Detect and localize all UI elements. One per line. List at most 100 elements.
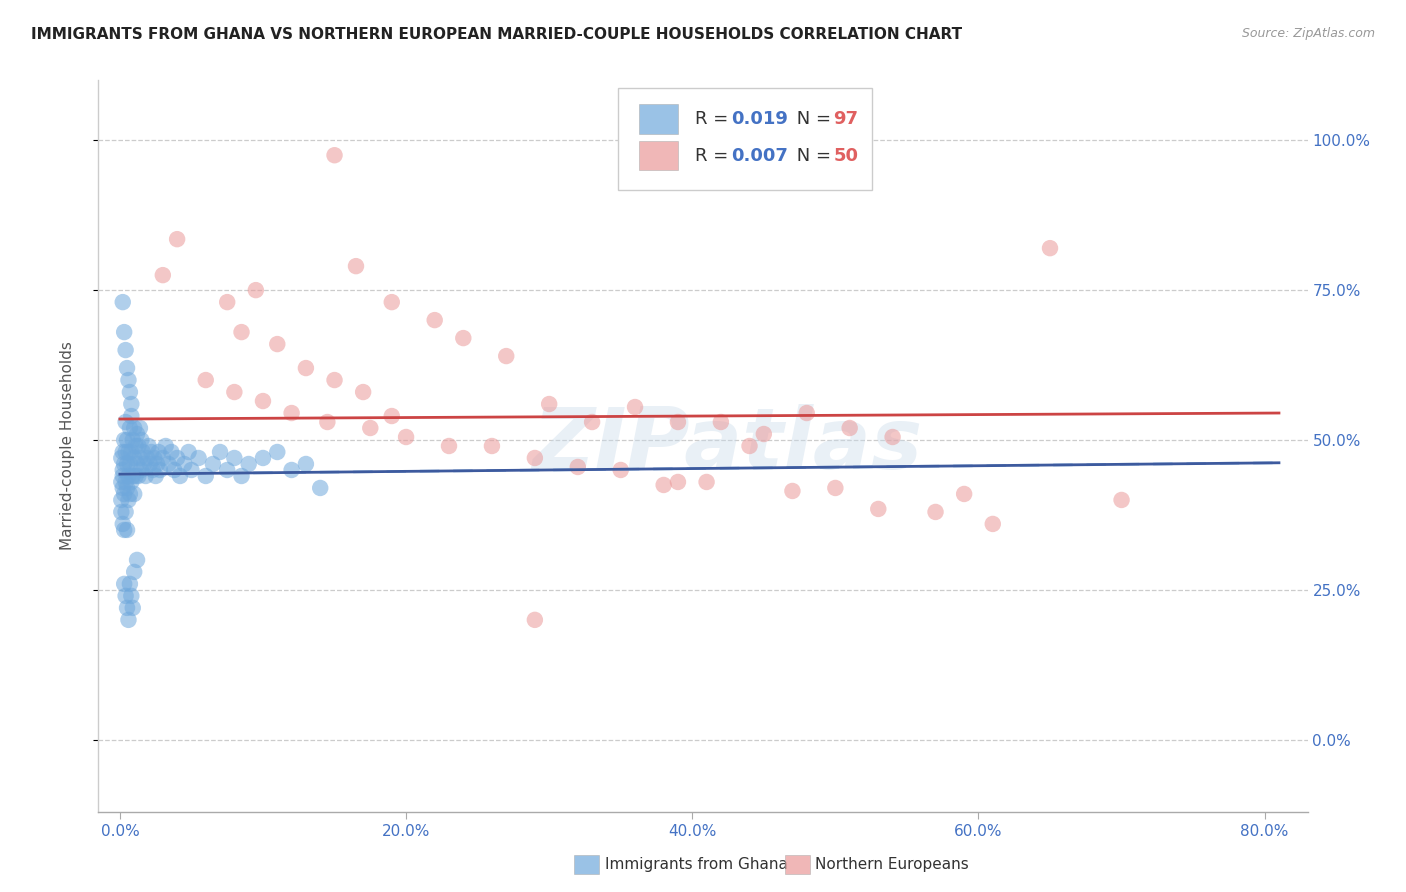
Point	[295, 457, 318, 471]
Point	[666, 415, 689, 429]
Point	[111, 469, 134, 483]
Y-axis label: Married-couple Households: Married-couple Households	[60, 342, 75, 550]
Point	[163, 463, 186, 477]
Point	[868, 502, 890, 516]
Text: N =: N =	[792, 110, 837, 128]
Point	[323, 373, 346, 387]
Point	[224, 385, 246, 400]
Point	[953, 487, 976, 501]
Point	[110, 505, 132, 519]
Point	[316, 415, 339, 429]
Point	[567, 460, 589, 475]
Point	[166, 450, 188, 465]
Point	[120, 409, 142, 423]
Point	[124, 469, 146, 483]
Point	[117, 613, 139, 627]
Point	[112, 457, 135, 471]
Point	[1039, 241, 1062, 255]
Text: IMMIGRANTS FROM GHANA VS NORTHERN EUROPEAN MARRIED-COUPLE HOUSEHOLDS CORRELATION: IMMIGRANTS FROM GHANA VS NORTHERN EUROPE…	[31, 27, 962, 42]
Point	[124, 439, 146, 453]
Point	[114, 343, 136, 357]
Point	[138, 439, 160, 453]
Point	[122, 421, 145, 435]
Point	[129, 421, 152, 435]
Point	[111, 445, 134, 459]
Point	[114, 415, 136, 429]
Text: 0.019: 0.019	[731, 110, 787, 128]
Point	[194, 373, 217, 387]
Point	[115, 361, 138, 376]
Point	[495, 349, 517, 363]
Point	[710, 415, 733, 429]
Point	[395, 430, 418, 444]
Point	[111, 295, 134, 310]
Point	[122, 565, 145, 579]
Point	[252, 394, 274, 409]
Point	[139, 457, 162, 471]
Text: R =: R =	[695, 110, 734, 128]
Point	[110, 475, 132, 489]
Point	[122, 450, 145, 465]
Point	[166, 232, 188, 246]
Point	[118, 457, 141, 471]
Point	[152, 268, 174, 282]
Point	[666, 475, 689, 489]
Point	[141, 445, 163, 459]
Point	[149, 463, 172, 477]
Point	[118, 385, 141, 400]
Point	[121, 600, 143, 615]
Point	[118, 487, 141, 501]
Point	[696, 475, 718, 489]
Text: R =: R =	[695, 146, 734, 165]
Point	[122, 487, 145, 501]
Point	[121, 433, 143, 447]
Point	[120, 589, 142, 603]
Point	[381, 295, 404, 310]
Point	[824, 481, 846, 495]
Point	[381, 409, 404, 423]
Point	[738, 439, 761, 453]
Point	[295, 361, 318, 376]
Point	[127, 469, 149, 483]
Point	[115, 481, 138, 495]
Point	[453, 331, 475, 345]
Point	[266, 337, 288, 351]
Point	[117, 492, 139, 507]
Point	[309, 481, 332, 495]
Point	[217, 295, 239, 310]
Point	[838, 421, 860, 435]
Point	[352, 385, 374, 400]
Point	[280, 463, 302, 477]
Point	[344, 259, 367, 273]
Point	[169, 469, 191, 483]
Point	[115, 457, 138, 471]
Text: 0.007: 0.007	[731, 146, 787, 165]
Point	[127, 439, 149, 453]
Point	[231, 469, 253, 483]
Point	[112, 433, 135, 447]
Point	[437, 439, 460, 453]
Text: Northern Europeans: Northern Europeans	[815, 857, 969, 871]
Point	[135, 469, 157, 483]
Point	[217, 463, 239, 477]
Point	[136, 450, 159, 465]
Point	[187, 450, 209, 465]
Point	[155, 439, 177, 453]
Text: N =: N =	[792, 146, 837, 165]
Point	[120, 475, 142, 489]
Point	[112, 523, 135, 537]
Point	[114, 589, 136, 603]
Point	[523, 450, 546, 465]
Point	[157, 457, 180, 471]
Point	[359, 421, 381, 435]
Point	[114, 475, 136, 489]
Point	[145, 469, 167, 483]
Point	[224, 450, 246, 465]
Point	[115, 433, 138, 447]
Point	[252, 450, 274, 465]
FancyBboxPatch shape	[638, 104, 678, 134]
Point	[882, 430, 904, 444]
Point	[201, 457, 224, 471]
Point	[131, 433, 153, 447]
Point	[323, 148, 346, 162]
